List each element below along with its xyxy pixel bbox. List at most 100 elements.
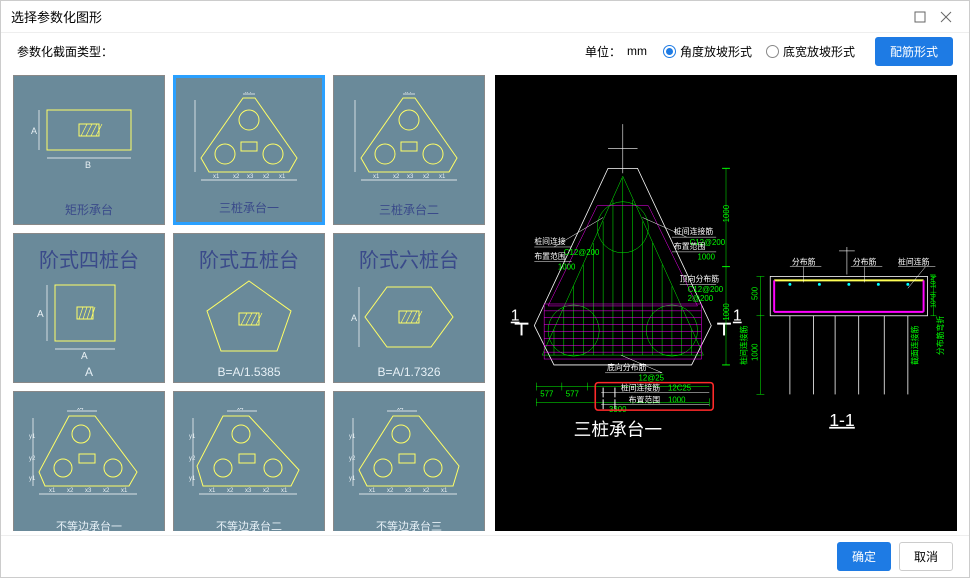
- svg-text:分布筋: 分布筋: [792, 257, 816, 267]
- content-area: BA矩形承台x1x2x3x2x1x4三桩承台一x1x2x3x2x1x4三桩承台二…: [1, 69, 969, 535]
- svg-text:A: A: [351, 313, 357, 323]
- svg-text:x1: x1: [49, 488, 56, 494]
- svg-text:x3: x3: [245, 488, 252, 494]
- thumbnail-shape: BA: [14, 76, 164, 199]
- svg-text:x2: x2: [393, 174, 400, 180]
- toolbar: 参数化截面类型： 单位： mm 角度放坡形式 底宽放坡形式 配筋形式: [1, 33, 969, 69]
- svg-text:1000: 1000: [697, 253, 715, 262]
- thumbnail-item[interactable]: x1x2x3x2x1y1y2y1x4不等边承台二: [173, 391, 325, 531]
- type-label: 参数化截面类型：: [17, 43, 113, 60]
- cancel-button[interactable]: 取消: [899, 542, 953, 571]
- svg-text:分布筋弯折: 分布筋弯折: [935, 316, 945, 355]
- svg-text:x2: x2: [103, 488, 110, 494]
- svg-text:1000: 1000: [722, 303, 731, 321]
- rebar-style-button[interactable]: 配筋形式: [875, 37, 953, 66]
- close-button[interactable]: [933, 6, 959, 28]
- radio-angle-label: 角度放坡形式: [680, 43, 752, 60]
- svg-text:12@25: 12@25: [639, 374, 665, 383]
- svg-text:577: 577: [540, 389, 553, 398]
- svg-text:12C25: 12C25: [668, 383, 692, 392]
- svg-text:1000: 1000: [558, 263, 576, 272]
- radio-width-label: 底宽放坡形式: [783, 43, 855, 60]
- svg-text:x2: x2: [227, 488, 234, 494]
- minimize-button[interactable]: [907, 6, 933, 28]
- titlebar: 选择参数化图形: [1, 1, 969, 33]
- svg-text:A: A: [31, 126, 37, 136]
- thumbnail-item[interactable]: x1x2x3x2x1x4三桩承台二: [333, 75, 485, 225]
- svg-text:x1: x1: [373, 174, 380, 180]
- thumbnail-shape: x1x2x3x2x1y1y2y1x4: [14, 392, 164, 516]
- svg-text:y1: y1: [189, 434, 196, 440]
- svg-text:x1: x1: [213, 174, 220, 180]
- thumbnail-item[interactable]: x1x2x3x2x1y1y2y1x4不等边承台三: [333, 391, 485, 531]
- svg-text:x2: x2: [387, 488, 394, 494]
- thumbnail-shape: [174, 273, 324, 365]
- svg-text:x4: x4: [245, 92, 252, 95]
- svg-text:C12@200: C12@200: [688, 285, 724, 294]
- svg-text:1000: 1000: [722, 204, 731, 222]
- svg-text:1000: 1000: [750, 343, 759, 361]
- thumbnail-caption: 不等边承台三: [376, 516, 442, 531]
- svg-text:1: 1: [733, 308, 742, 325]
- svg-text:C12@200: C12@200: [564, 248, 600, 257]
- svg-text:x1: x1: [441, 488, 448, 494]
- svg-text:布置范围: 布置范围: [534, 251, 566, 261]
- svg-text:B: B: [85, 160, 91, 170]
- svg-text:布置范围: 布置范围: [674, 241, 706, 251]
- svg-text:桩间连接筋: 桩间连接筋: [621, 382, 660, 392]
- thumbnail-caption: 三桩承台二: [379, 199, 439, 224]
- svg-text:x2: x2: [263, 488, 270, 494]
- svg-text:y2: y2: [349, 456, 356, 462]
- thumbnail-shape: x1x2x3x2x1y1y2y1x4: [334, 392, 484, 516]
- svg-text:x1: x1: [209, 488, 216, 494]
- radio-angle-slope[interactable]: 角度放坡形式: [663, 43, 752, 60]
- svg-text:500: 500: [750, 286, 759, 300]
- svg-text:y2: y2: [189, 456, 196, 462]
- thumbnail-formula: A: [85, 365, 93, 385]
- svg-text:y1: y1: [29, 476, 36, 482]
- svg-text:三桩承台一: 三桩承台一: [574, 420, 662, 440]
- svg-text:x4: x4: [77, 408, 84, 412]
- svg-text:x2: x2: [423, 174, 430, 180]
- thumbnail-formula: B=A/1.7326: [377, 365, 440, 385]
- svg-text:x1: x1: [121, 488, 128, 494]
- thumbnail-item[interactable]: BA矩形承台: [13, 75, 165, 225]
- svg-text:x2: x2: [263, 174, 270, 180]
- svg-text:1: 1: [511, 308, 520, 325]
- svg-text:x1: x1: [281, 488, 288, 494]
- svg-text:x1: x1: [439, 174, 446, 180]
- svg-text:y2: y2: [29, 456, 36, 462]
- thumbnail-grid: BA矩形承台x1x2x3x2x1x4三桩承台一x1x2x3x2x1x4三桩承台二…: [13, 75, 487, 531]
- svg-text:截面连接筋: 截面连接筋: [910, 325, 920, 364]
- thumbnail-caption: 不等边承台一: [56, 516, 122, 531]
- thumbnail-item[interactable]: 阶式四桩台AAA: [13, 233, 165, 383]
- svg-text:x1: x1: [279, 174, 286, 180]
- thumbnail-caption: 不等边承台二: [216, 516, 282, 531]
- radio-width-slope[interactable]: 底宽放坡形式: [766, 43, 855, 60]
- svg-text:10*d: 10*d: [930, 294, 937, 308]
- thumbnail-formula: B=A/1.5385: [217, 365, 280, 385]
- thumbnail-caption: 三桩承台一: [219, 197, 279, 222]
- thumbnail-shape: AA: [14, 273, 164, 365]
- svg-text:1-1: 1-1: [829, 410, 855, 430]
- preview-panel: 1 1 桩间连接 C12@200 布置范围 1000: [495, 75, 957, 531]
- svg-text:桩间连接筋: 桩间连接筋: [739, 325, 749, 364]
- slope-radio-group: 角度放坡形式 底宽放坡形式: [663, 43, 855, 60]
- thumbnail-item[interactable]: 阶式六桩台AB=A/1.7326: [333, 233, 485, 383]
- svg-text:分布筋: 分布筋: [853, 257, 877, 267]
- svg-text:布置范围: 布置范围: [629, 394, 661, 404]
- svg-text:x4: x4: [397, 408, 404, 412]
- svg-text:2@200: 2@200: [688, 294, 714, 303]
- thumbnail-caption: 矩形承台: [65, 199, 113, 224]
- dialog: 选择参数化图形 参数化截面类型： 单位： mm 角度放坡形式 底宽放坡形式 配筋…: [0, 0, 970, 578]
- svg-text:A: A: [81, 351, 88, 362]
- thumbnail-item[interactable]: 阶式五桩台B=A/1.5385: [173, 233, 325, 383]
- ok-button[interactable]: 确定: [837, 542, 891, 571]
- thumbnail-item[interactable]: x1x2x3x2x1y1y2y1x4不等边承台一: [13, 391, 165, 531]
- thumbnail-item[interactable]: x1x2x3x2x1x4三桩承台一: [173, 75, 325, 225]
- dialog-title: 选择参数化图形: [11, 7, 907, 26]
- svg-text:A: A: [37, 309, 44, 320]
- svg-text:y1: y1: [349, 434, 356, 440]
- unit-value: mm: [627, 44, 647, 58]
- svg-text:x2: x2: [423, 488, 430, 494]
